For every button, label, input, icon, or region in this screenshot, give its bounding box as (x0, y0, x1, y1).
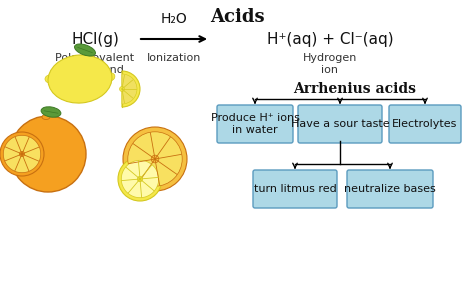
Text: Polar covalent
compound: Polar covalent compound (55, 53, 135, 75)
FancyBboxPatch shape (253, 170, 337, 208)
Ellipse shape (45, 75, 55, 83)
Circle shape (128, 132, 182, 186)
Circle shape (151, 155, 159, 163)
FancyBboxPatch shape (347, 170, 433, 208)
Ellipse shape (48, 55, 112, 103)
Text: Electrolytes: Electrolytes (392, 119, 458, 129)
FancyBboxPatch shape (217, 105, 293, 143)
Circle shape (19, 151, 25, 157)
Circle shape (0, 132, 44, 176)
Text: turn litmus red: turn litmus red (254, 184, 337, 194)
Text: Arrhenius acids: Arrhenius acids (293, 82, 417, 96)
Text: Produce H⁺ ions
in water: Produce H⁺ ions in water (210, 113, 300, 135)
Text: H⁺(aq) + Cl⁻(aq): H⁺(aq) + Cl⁻(aq) (267, 31, 393, 46)
Ellipse shape (105, 73, 115, 81)
Circle shape (10, 116, 86, 192)
Text: Have a sour taste: Have a sour taste (291, 119, 389, 129)
FancyBboxPatch shape (389, 105, 461, 143)
Text: H₂O: H₂O (161, 12, 187, 26)
Ellipse shape (74, 44, 95, 56)
Circle shape (3, 135, 41, 173)
FancyBboxPatch shape (298, 105, 382, 143)
Text: Ionization: Ionization (147, 53, 201, 63)
Circle shape (118, 157, 162, 201)
Text: Hydrogen
ion: Hydrogen ion (303, 53, 357, 75)
Circle shape (121, 160, 159, 198)
Ellipse shape (41, 107, 61, 117)
Wedge shape (122, 74, 137, 104)
Text: Acids: Acids (210, 8, 264, 26)
Ellipse shape (42, 114, 50, 119)
Circle shape (137, 176, 143, 182)
Wedge shape (122, 71, 140, 107)
Text: neutralize bases: neutralize bases (344, 184, 436, 194)
Circle shape (123, 127, 187, 191)
Text: HCl(g): HCl(g) (71, 31, 119, 46)
Circle shape (119, 86, 125, 91)
